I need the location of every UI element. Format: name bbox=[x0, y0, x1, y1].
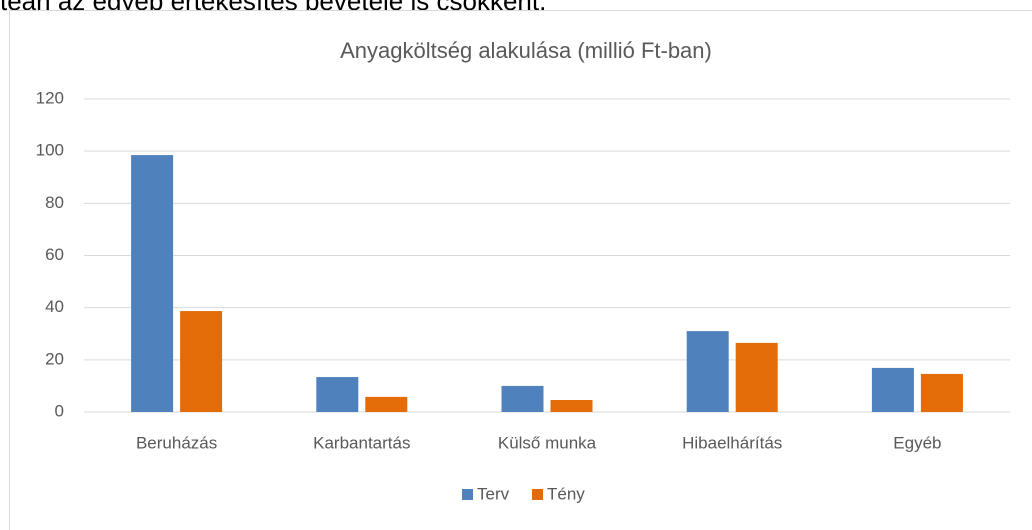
x-tick-label: Karbantartás bbox=[313, 433, 410, 452]
y-tick-label: 20 bbox=[45, 349, 64, 368]
bar bbox=[180, 311, 223, 412]
bar bbox=[920, 373, 963, 412]
y-tick-label: 40 bbox=[45, 297, 64, 316]
bar bbox=[501, 385, 544, 412]
chart-title: Anyagköltség alakulása (millió Ft-ban) bbox=[340, 38, 712, 63]
bar bbox=[735, 342, 778, 412]
y-tick-label: 120 bbox=[36, 88, 64, 107]
legend-label: Terv bbox=[477, 484, 510, 503]
bar bbox=[365, 396, 408, 412]
bar bbox=[686, 331, 729, 412]
y-tick-label: 60 bbox=[45, 245, 64, 264]
y-tick-label: 0 bbox=[55, 401, 64, 420]
x-tick-label: Külső munka bbox=[498, 433, 597, 452]
x-tick-label: Hibaelhárítás bbox=[682, 433, 782, 452]
legend-label: Tény bbox=[547, 484, 585, 503]
legend-swatch bbox=[532, 489, 543, 500]
legend-swatch bbox=[462, 489, 473, 500]
bar bbox=[550, 400, 593, 412]
bar bbox=[316, 377, 359, 412]
chart-border bbox=[9, 10, 1032, 530]
bar bbox=[131, 155, 174, 412]
x-tick-label: Beruházás bbox=[136, 433, 217, 452]
y-tick-label: 100 bbox=[36, 141, 64, 160]
y-tick-label: 80 bbox=[45, 193, 64, 212]
x-tick-label: Egyéb bbox=[893, 433, 941, 452]
bar bbox=[871, 367, 914, 412]
